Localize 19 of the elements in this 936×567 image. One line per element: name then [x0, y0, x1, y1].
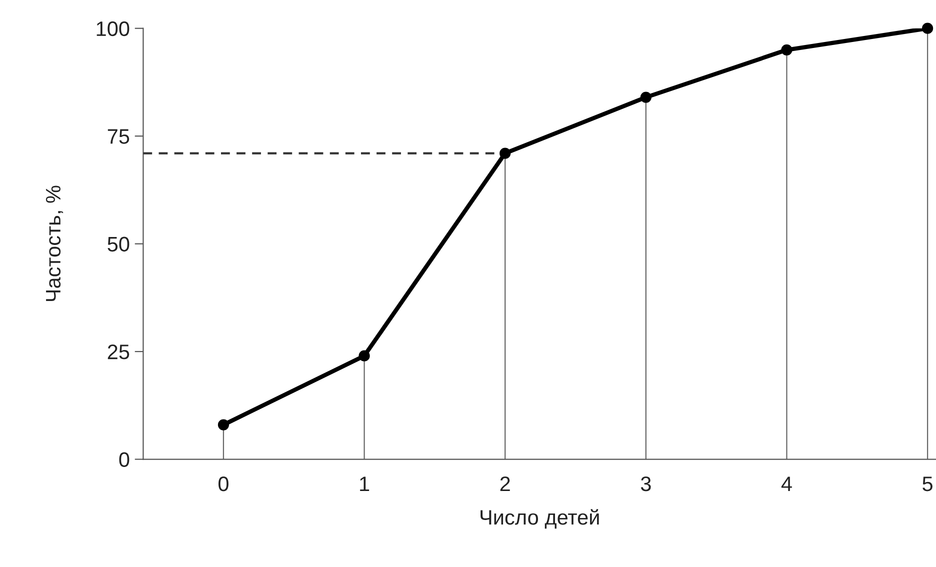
- x-tick-label: 3: [640, 476, 651, 492]
- x-tick-label: 4: [781, 476, 792, 492]
- x-tick-label: 5: [922, 476, 932, 492]
- y-tick-label: 100: [96, 21, 130, 36]
- x-tick-label: 1: [360, 476, 370, 492]
- y-tick-label: 0: [119, 452, 130, 468]
- point: [922, 22, 934, 34]
- point: [640, 92, 652, 103]
- point: [781, 44, 792, 56]
- x-tick-label: 0: [218, 476, 228, 492]
- x-axis-title: Число детей: [480, 509, 599, 529]
- y-tick-label: 75: [108, 129, 130, 144]
- y-tick-label: 50: [108, 236, 130, 252]
- y-axis-title: Частость, %: [46, 186, 64, 302]
- x-tick-label: 2: [500, 476, 510, 492]
- point: [500, 148, 511, 159]
- point: [358, 350, 370, 362]
- y-tick-label: 25: [108, 344, 130, 360]
- point: [218, 419, 230, 430]
